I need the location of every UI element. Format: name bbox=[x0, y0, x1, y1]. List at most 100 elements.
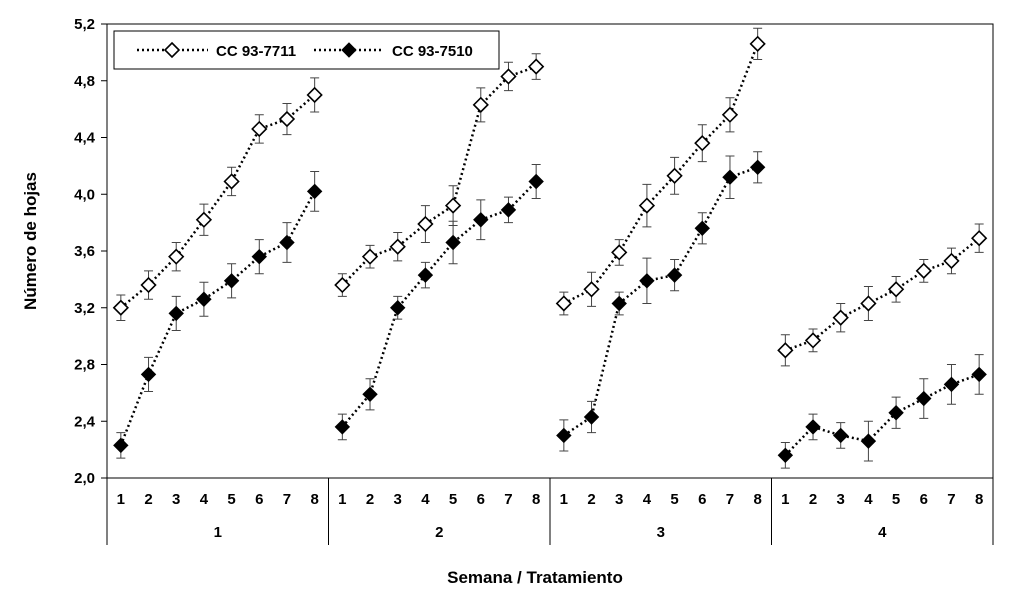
week-tick-label: 4 bbox=[200, 491, 209, 508]
data-point-series-2 bbox=[749, 159, 766, 176]
data-point-series-1 bbox=[832, 309, 849, 326]
data-point-series-2 bbox=[223, 273, 240, 289]
data-point-series-1 bbox=[361, 248, 379, 265]
data-point-series-1 bbox=[278, 110, 296, 128]
legend: CC 93-7711 CC 93-7510 bbox=[113, 30, 500, 70]
y-tick-label: 2,8 bbox=[74, 357, 95, 374]
data-point-series-1 bbox=[140, 276, 157, 294]
week-tick-label: 1 bbox=[560, 491, 568, 508]
data-point-series-1 bbox=[389, 238, 406, 255]
data-point-series-2 bbox=[140, 366, 157, 383]
data-point-series-2 bbox=[722, 169, 738, 185]
plot-area bbox=[106, 23, 994, 479]
y-tick-label: 3,6 bbox=[74, 243, 95, 260]
data-point-series-2 bbox=[334, 419, 351, 435]
data-point-series-1 bbox=[666, 167, 683, 184]
data-point-series-2 bbox=[445, 234, 461, 251]
x-axis-title: Semana / Tratamiento bbox=[447, 568, 623, 587]
data-point-series-2 bbox=[833, 427, 849, 444]
y-tick-label: 4,8 bbox=[74, 73, 95, 90]
week-tick-label: 7 bbox=[504, 491, 512, 508]
y-tick-label: 4,0 bbox=[74, 186, 95, 203]
week-tick-label: 7 bbox=[283, 491, 291, 508]
week-tick-label: 8 bbox=[753, 491, 761, 508]
y-tick-label: 2,4 bbox=[74, 413, 96, 430]
week-tick-label: 5 bbox=[892, 491, 900, 508]
data-point-series-2 bbox=[417, 267, 434, 283]
week-tick-label: 5 bbox=[670, 491, 678, 508]
week-tick-label: 2 bbox=[366, 491, 374, 508]
data-point-series-2 bbox=[916, 390, 932, 407]
data-point-series-1 bbox=[887, 281, 905, 298]
data-point-series-2 bbox=[196, 291, 212, 307]
series-line-1 bbox=[120, 93, 316, 309]
data-point-series-1 bbox=[804, 332, 822, 349]
week-tick-label: 4 bbox=[864, 491, 873, 508]
data-point-series-2 bbox=[639, 273, 655, 289]
week-tick-label: 2 bbox=[809, 491, 817, 508]
data-point-series-2 bbox=[943, 376, 960, 393]
data-point-series-2 bbox=[500, 202, 517, 218]
week-tick-label: 2 bbox=[587, 491, 595, 508]
data-point-series-1 bbox=[694, 135, 711, 152]
data-point-series-1 bbox=[721, 106, 739, 123]
week-tick-label: 6 bbox=[477, 491, 485, 508]
data-point-series-1 bbox=[638, 197, 656, 214]
week-tick-label: 8 bbox=[532, 491, 540, 508]
data-point-series-2 bbox=[583, 409, 600, 425]
data-point-series-1 bbox=[306, 86, 323, 104]
y-tick-label: 5,2 bbox=[74, 16, 95, 33]
data-point-series-2 bbox=[390, 300, 406, 316]
data-point-series-1 bbox=[500, 68, 517, 85]
data-point-series-2 bbox=[888, 405, 904, 421]
y-axis: 2,0 2,4 2,8 3,2 3,6 4,0 4,4 4,8 5,2 bbox=[74, 16, 107, 487]
week-tick-label: 1 bbox=[781, 491, 789, 508]
data-point-series-1 bbox=[112, 299, 129, 316]
data-point-series-1 bbox=[168, 248, 185, 265]
data-point-series-1 bbox=[223, 173, 240, 190]
group-label: 4 bbox=[878, 524, 887, 541]
week-tick-label: 7 bbox=[947, 491, 955, 508]
data-point-series-2 bbox=[860, 433, 877, 449]
data-point-series-1 bbox=[472, 96, 489, 114]
legend-marker-series-1 bbox=[163, 41, 181, 59]
week-tick-label: 3 bbox=[615, 491, 623, 508]
week-tick-label: 6 bbox=[255, 491, 263, 508]
y-tick-label: 2,0 bbox=[74, 470, 95, 487]
data-point-series-2 bbox=[168, 305, 184, 322]
week-tick-label: 2 bbox=[144, 491, 152, 508]
legend-label-series-1: CC 93-7711 bbox=[216, 43, 296, 60]
series-line-2 bbox=[563, 166, 759, 437]
week-tick-label: 4 bbox=[421, 491, 430, 508]
data-point-series-1 bbox=[444, 197, 462, 214]
week-tick-label: 7 bbox=[726, 491, 734, 508]
data-point-series-2 bbox=[362, 386, 378, 403]
data-point-series-1 bbox=[555, 295, 572, 312]
data-point-series-1 bbox=[611, 244, 628, 261]
data-point-series-2 bbox=[971, 366, 987, 383]
week-tick-label: 5 bbox=[449, 491, 457, 508]
week-tick-label: 8 bbox=[310, 491, 318, 508]
week-tick-label: 3 bbox=[837, 491, 845, 508]
group-label: 2 bbox=[435, 524, 443, 541]
group-label: 3 bbox=[657, 524, 665, 541]
data-point-series-1 bbox=[195, 211, 213, 228]
data-point-series-1 bbox=[417, 215, 434, 233]
data-point-series-2 bbox=[473, 212, 489, 228]
data-point-series-2 bbox=[279, 234, 295, 251]
series-line-1 bbox=[341, 65, 537, 286]
series-layer bbox=[112, 27, 988, 469]
legend-marker-series-2 bbox=[341, 42, 357, 58]
week-tick-label: 1 bbox=[117, 491, 125, 508]
data-point-series-2 bbox=[528, 173, 544, 190]
data-point-series-2 bbox=[556, 427, 572, 444]
data-point-series-2 bbox=[694, 220, 710, 237]
data-point-series-1 bbox=[971, 230, 988, 247]
data-point-series-2 bbox=[666, 267, 683, 283]
series-line-1 bbox=[563, 43, 759, 305]
data-point-series-1 bbox=[943, 252, 960, 270]
data-point-series-1 bbox=[334, 276, 351, 294]
week-tick-label: 3 bbox=[394, 491, 402, 508]
week-tick-label: 6 bbox=[698, 491, 706, 508]
